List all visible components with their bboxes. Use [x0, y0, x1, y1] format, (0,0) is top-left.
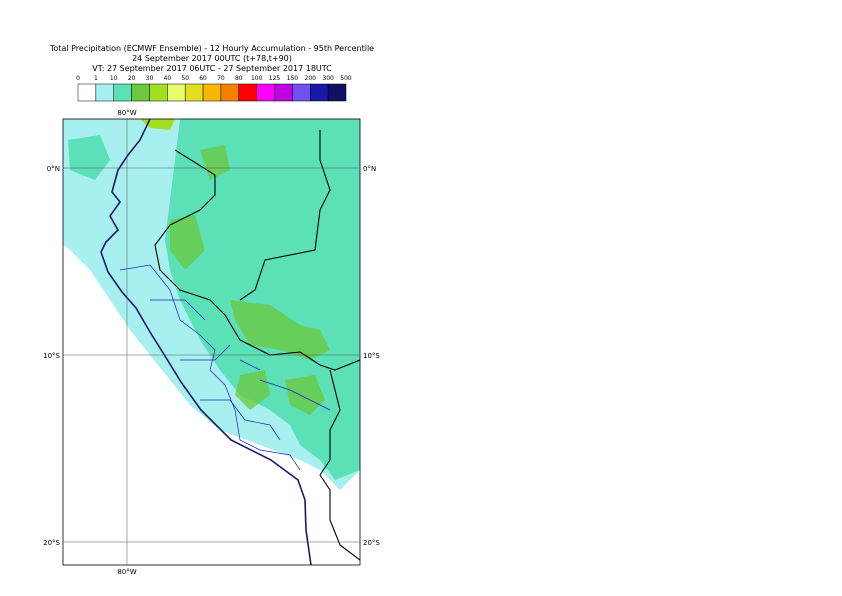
lat-label: 20°S — [363, 539, 380, 547]
colorbar-box — [310, 83, 329, 102]
lon-label: 80°W — [117, 568, 136, 576]
lat-label: 20°S — [43, 539, 60, 547]
country-border — [154, 130, 360, 561]
colorbar-label: 10 — [110, 75, 118, 82]
colorbar-box — [167, 83, 186, 102]
colorbar-label: 100 — [251, 75, 263, 82]
lat-label: 0°N — [363, 165, 376, 173]
colorbar-box — [113, 83, 132, 102]
colorbar-label: 125 — [269, 75, 281, 82]
colorbar-label: 500 — [340, 75, 352, 82]
colorbar-label: 50 — [181, 75, 189, 82]
colorbar-label: 1 — [94, 75, 98, 82]
lon-label: 80°W — [117, 109, 136, 117]
map-frame — [62, 118, 361, 566]
colorbar-box — [327, 83, 347, 102]
heavy-precip — [170, 145, 330, 415]
colorbar-box — [149, 83, 168, 102]
colorbar: 0 1 10 20 30 40 50 60 70 80 100 125 150 200 300 500 — [76, 75, 352, 102]
colorbar-label: 150 — [287, 75, 299, 82]
lat-label: 10°S — [363, 352, 380, 360]
region-border — [119, 264, 331, 471]
colorbar-box — [274, 83, 293, 102]
colorbar-label: 20 — [128, 75, 136, 82]
colorbar-label: 0 — [76, 75, 80, 82]
graticule — [63, 119, 360, 565]
base-time: 24 September 2017 00UTC (t+78,t+90) — [132, 54, 292, 63]
colorbar-label: 300 — [322, 75, 334, 82]
colorbar-box — [77, 83, 97, 102]
colorbar-box — [256, 83, 275, 102]
colorbar-label: 80 — [235, 75, 243, 82]
colorbar-box — [95, 83, 114, 102]
colorbar-box — [292, 83, 311, 102]
colorbar-label: 60 — [199, 75, 207, 82]
colorbar-box — [220, 83, 240, 102]
colorbar-box — [202, 83, 222, 102]
lat-label: 10°S — [43, 352, 60, 360]
moderate-precip — [68, 135, 110, 180]
colorbar-box — [131, 83, 150, 102]
title: Total Precipitation (ECMWF Ensemble) - 1… — [49, 44, 374, 53]
colorbar-label: 30 — [146, 75, 154, 82]
map: 80°W 80°W 0°N 0°N 10°S 10°S 20°S 20°S — [43, 109, 380, 576]
colorbar-label: 200 — [305, 75, 317, 82]
lat-label: 0°N — [47, 165, 60, 173]
colorbar-box — [184, 83, 204, 102]
colorbar-label: 70 — [217, 75, 225, 82]
valid-time: VT: 27 September 2017 06UTC - 27 Septemb… — [92, 64, 332, 73]
coastline — [100, 119, 312, 565]
colorbar-label: 40 — [164, 75, 172, 82]
colorbar-box — [238, 83, 257, 102]
